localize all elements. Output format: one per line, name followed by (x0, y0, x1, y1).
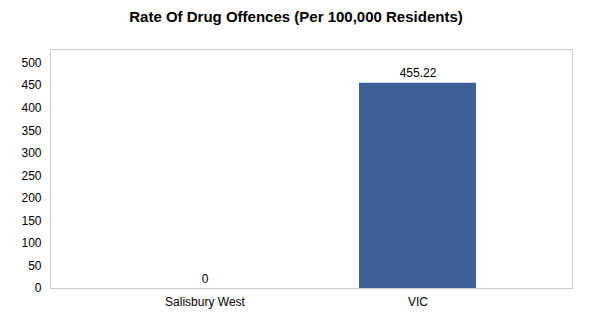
svg-text:250: 250 (21, 169, 41, 183)
svg-text:200: 200 (21, 191, 41, 205)
svg-text:0: 0 (202, 272, 209, 286)
svg-text:50: 50 (28, 259, 42, 273)
svg-text:300: 300 (21, 146, 41, 160)
svg-text:455.22: 455.22 (400, 66, 437, 80)
svg-text:0: 0 (35, 281, 42, 295)
svg-text:350: 350 (21, 124, 41, 138)
svg-text:150: 150 (21, 214, 41, 228)
svg-text:100: 100 (21, 236, 41, 250)
svg-text:VIC: VIC (408, 295, 428, 309)
svg-text:Salisbury West: Salisbury West (165, 295, 245, 309)
svg-text:500: 500 (21, 56, 41, 70)
svg-text:450: 450 (21, 78, 41, 92)
html-text:Rate Of Drug Offences (Per 100: Rate Of Drug Offences (Per 100,000 Resid… (129, 8, 463, 25)
svg-text:400: 400 (21, 101, 41, 115)
